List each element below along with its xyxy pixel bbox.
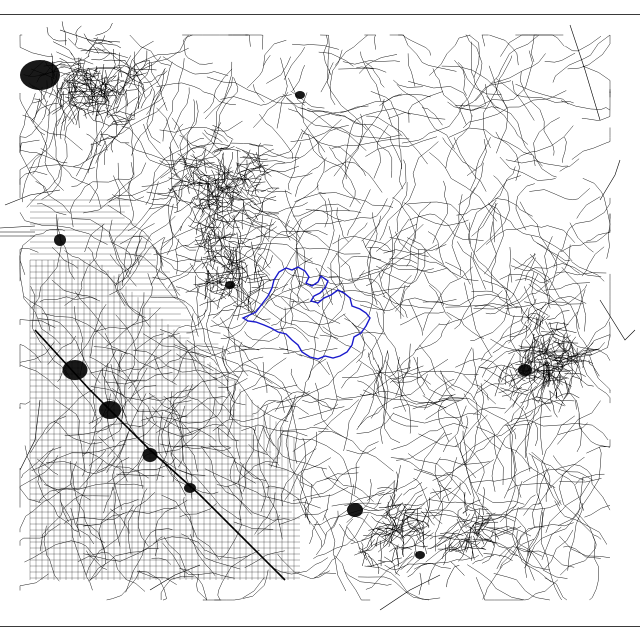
road-lines — [0, 21, 636, 611]
boundary-outline — [241, 266, 371, 360]
bottom-border-line — [0, 626, 640, 627]
dense-urban-grid — [29, 199, 300, 581]
urban-areas — [20, 60, 532, 559]
top-border-line — [0, 14, 640, 15]
